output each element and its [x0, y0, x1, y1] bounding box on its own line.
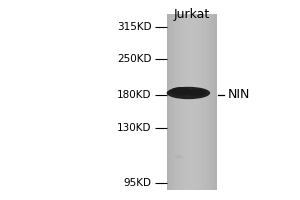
- Bar: [193, 14, 194, 190]
- Bar: [200, 14, 202, 190]
- Bar: [212, 14, 214, 190]
- Bar: [207, 14, 209, 190]
- Bar: [182, 14, 183, 190]
- Bar: [186, 14, 188, 190]
- Bar: [210, 14, 212, 190]
- Bar: [211, 14, 213, 190]
- Bar: [167, 14, 168, 190]
- Bar: [215, 14, 217, 190]
- Bar: [185, 14, 187, 190]
- Text: 315KD: 315KD: [117, 22, 152, 32]
- Ellipse shape: [167, 87, 210, 99]
- Bar: [168, 14, 169, 190]
- Text: 250KD: 250KD: [117, 54, 152, 64]
- Bar: [199, 14, 200, 190]
- Bar: [206, 14, 208, 190]
- Bar: [197, 14, 199, 190]
- Text: Jurkat: Jurkat: [173, 8, 209, 21]
- Bar: [167, 14, 216, 190]
- Bar: [204, 14, 206, 190]
- Ellipse shape: [172, 88, 199, 94]
- Bar: [183, 14, 184, 190]
- Text: 95KD: 95KD: [124, 178, 152, 188]
- Text: 180KD: 180KD: [117, 90, 152, 100]
- Bar: [174, 14, 176, 190]
- Bar: [179, 14, 181, 190]
- Bar: [205, 14, 207, 190]
- Bar: [194, 14, 196, 190]
- Text: NIN: NIN: [228, 88, 250, 102]
- Bar: [180, 14, 182, 190]
- Ellipse shape: [174, 155, 183, 159]
- Bar: [190, 14, 192, 190]
- Text: 130KD: 130KD: [117, 123, 152, 133]
- Bar: [191, 14, 193, 190]
- Bar: [196, 14, 198, 190]
- Bar: [169, 14, 171, 190]
- Bar: [189, 14, 190, 190]
- Bar: [184, 14, 186, 190]
- Bar: [170, 14, 172, 190]
- Bar: [175, 14, 177, 190]
- Ellipse shape: [188, 89, 206, 96]
- Bar: [176, 14, 178, 190]
- Bar: [201, 14, 203, 190]
- Bar: [202, 14, 204, 190]
- Bar: [214, 14, 215, 190]
- Bar: [208, 14, 210, 190]
- Bar: [178, 14, 179, 190]
- Bar: [173, 14, 175, 190]
- Ellipse shape: [170, 87, 192, 96]
- Bar: [195, 14, 197, 190]
- Bar: [172, 14, 173, 190]
- Bar: [188, 14, 189, 190]
